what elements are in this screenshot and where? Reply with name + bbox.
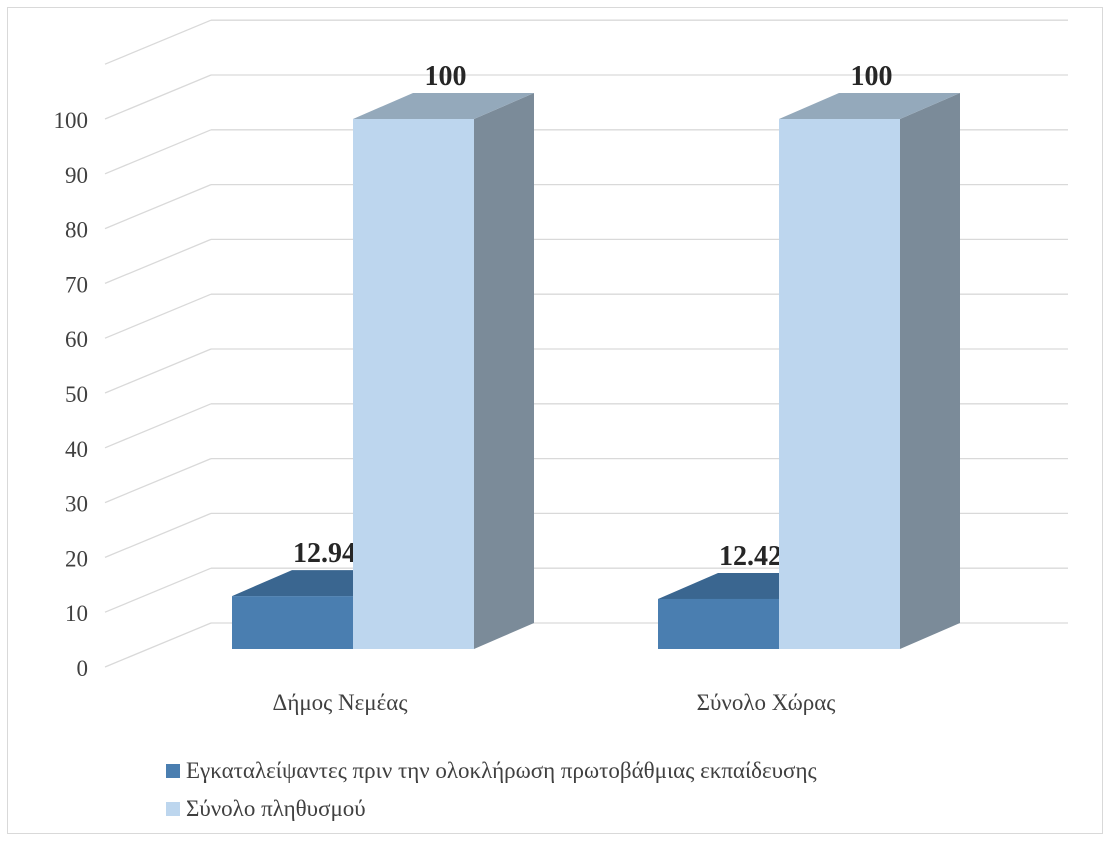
x-tick-label: Δήμος Νεμέας xyxy=(273,690,408,715)
data-label: 12.94 xyxy=(293,538,356,569)
bar xyxy=(353,119,474,649)
gridline-diagonal xyxy=(104,183,212,230)
legend-item-dropouts: Εγκαταλείψαντες πριν την ολοκλήρωση πρωτ… xyxy=(166,752,817,790)
gridline-diagonal xyxy=(104,129,212,175)
gridline-diagonal xyxy=(104,622,212,668)
y-tick-label: 100 xyxy=(54,108,89,133)
legend-swatch-dropouts xyxy=(166,764,180,778)
y-tick-label: 50 xyxy=(65,382,88,407)
bar xyxy=(779,119,900,649)
gridline-diagonal xyxy=(104,19,212,65)
data-label: 100 xyxy=(425,61,467,92)
y-tick-label: 0 xyxy=(77,656,89,681)
bar-side xyxy=(900,93,960,649)
y-tick-label: 80 xyxy=(65,218,88,243)
y-tick-label: 40 xyxy=(65,437,88,462)
y-tick-label: 90 xyxy=(65,163,88,188)
gridline-diagonal xyxy=(104,457,212,504)
gridline-diagonal xyxy=(104,403,212,449)
bar-top xyxy=(353,93,534,119)
bar-top xyxy=(779,93,960,119)
y-tick-label: 30 xyxy=(65,492,88,517)
y-tick-label: 10 xyxy=(65,601,88,626)
legend-item-total: Σύνολο πληθυσμού xyxy=(166,790,817,828)
y-tick-label: 20 xyxy=(65,546,88,571)
bar xyxy=(658,598,779,649)
gridline-diagonal xyxy=(104,293,212,339)
legend-swatch-total xyxy=(166,802,180,816)
bar-side xyxy=(474,93,534,649)
legend-label-total: Σύνολο πληθυσμού xyxy=(186,796,366,821)
x-tick-label: Σύνολο Χώρας xyxy=(697,690,836,715)
gridline-diagonal xyxy=(104,512,212,559)
gridline-diagonal xyxy=(104,238,212,285)
legend: Εγκαταλείψαντες πριν την ολοκλήρωση πρωτ… xyxy=(166,752,817,828)
gridline-diagonal xyxy=(104,348,212,394)
legend-label-dropouts: Εγκαταλείψαντες πριν την ολοκλήρωση πρωτ… xyxy=(186,758,817,783)
y-tick-label: 60 xyxy=(65,327,88,352)
gridline-diagonal xyxy=(104,74,212,120)
y-tick-label: 70 xyxy=(65,272,88,297)
data-label: 100 xyxy=(851,61,893,92)
gridline-diagonal xyxy=(104,567,212,613)
data-label: 12.42 xyxy=(719,541,782,572)
bar xyxy=(232,596,353,649)
